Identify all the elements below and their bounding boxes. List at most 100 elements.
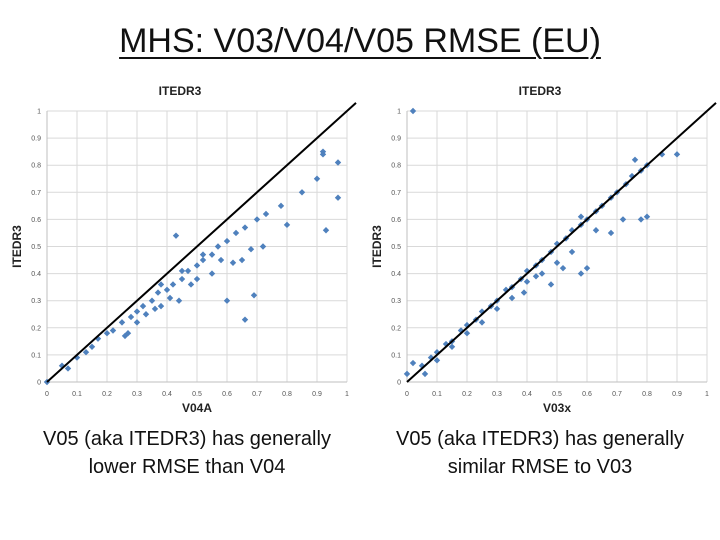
data-point xyxy=(334,194,342,201)
data-point xyxy=(559,264,567,272)
data-point xyxy=(583,264,591,272)
data-point xyxy=(553,259,561,266)
chart-title: ITEDR3 xyxy=(159,84,202,98)
data-point xyxy=(217,256,225,264)
data-point xyxy=(427,354,435,361)
data-point xyxy=(64,365,72,372)
reference-line xyxy=(46,102,357,383)
x-tick-label: 0 xyxy=(45,391,49,398)
data-point xyxy=(193,275,201,283)
x-tick-label: 0.9 xyxy=(672,391,682,398)
data-point xyxy=(199,251,207,258)
data-point xyxy=(157,281,165,288)
slide-title: MHS: V03/V04/V05 RMSE (EU) xyxy=(0,22,720,61)
y-tick-label: 0.7 xyxy=(31,190,41,197)
data-point xyxy=(433,348,441,356)
x-tick-label: 0.9 xyxy=(312,391,322,398)
data-point xyxy=(175,297,183,304)
y-tick-label: 0.4 xyxy=(31,271,41,278)
data-point xyxy=(214,243,222,250)
y-tick-label: 0.6 xyxy=(31,217,41,224)
data-point xyxy=(151,305,159,313)
x-axis-label: V04A xyxy=(182,401,212,415)
y-tick-label: 0.8 xyxy=(391,163,401,170)
data-point xyxy=(223,237,231,245)
x-tick-label: 0.3 xyxy=(492,391,502,398)
data-point xyxy=(631,156,639,163)
y-tick-label: 0.5 xyxy=(391,244,401,251)
y-tick-label: 0.9 xyxy=(31,136,41,143)
data-point xyxy=(238,256,246,264)
data-point xyxy=(421,370,429,378)
y-axis-label: ITEDR3 xyxy=(370,225,384,268)
data-point xyxy=(277,202,285,210)
data-point xyxy=(166,294,174,302)
x-tick-label: 0 xyxy=(405,391,409,398)
data-point xyxy=(178,275,186,283)
data-point xyxy=(169,281,177,288)
y-tick-label: 0.2 xyxy=(31,325,41,332)
y-tick-label: 0.2 xyxy=(391,325,401,332)
y-tick-label: 0.1 xyxy=(31,352,41,359)
data-point xyxy=(523,278,531,285)
y-tick-label: 0.4 xyxy=(391,271,401,278)
x-tick-label: 0.4 xyxy=(522,391,532,398)
data-point xyxy=(478,319,486,326)
x-tick-label: 0.2 xyxy=(102,391,112,398)
data-point xyxy=(409,107,417,115)
data-point xyxy=(643,213,651,220)
y-tick-label: 0.7 xyxy=(391,190,401,197)
data-point xyxy=(409,359,417,367)
y-axis-label: ITEDR3 xyxy=(10,225,24,268)
x-tick-label: 0.3 xyxy=(132,391,142,398)
y-tick-label: 0.5 xyxy=(31,244,41,251)
y-tick-label: 0 xyxy=(397,380,401,387)
scatter-chart-right-svg: 0 0.1 0.2 0.3 0.4 0.5 0.6 0.7 0.8 0.9 1 0 0.1 0.2 0.3 0… xyxy=(370,84,717,415)
data-point xyxy=(553,240,561,247)
data-point xyxy=(229,259,237,266)
data-point xyxy=(313,175,321,182)
x-tick-label: 0.5 xyxy=(552,391,562,398)
x-axis-label: V03x xyxy=(543,401,571,415)
reference-line xyxy=(406,102,717,383)
data-point xyxy=(133,319,141,326)
caption-right: V05 (aka ITEDR3) has generally similar R… xyxy=(396,428,684,478)
data-point xyxy=(259,243,267,250)
data-point xyxy=(403,370,411,378)
x-tick-label: 0.7 xyxy=(252,391,262,398)
data-point xyxy=(184,267,192,275)
data-point xyxy=(208,251,216,258)
data-point xyxy=(139,302,147,310)
data-point xyxy=(508,294,516,302)
data-point xyxy=(592,227,600,234)
x-tick-label: 1 xyxy=(705,391,709,398)
data-point xyxy=(253,216,261,223)
data-point xyxy=(82,348,90,356)
data-point xyxy=(493,305,501,313)
x-tick-label: 0.4 xyxy=(162,391,172,398)
data-point xyxy=(532,273,540,280)
data-point xyxy=(418,362,426,369)
data-point xyxy=(607,229,615,237)
y-tick-label: 1 xyxy=(37,109,41,116)
data-point xyxy=(250,292,258,299)
chart-title: ITEDR3 xyxy=(519,84,562,98)
data-point xyxy=(448,343,456,350)
data-point xyxy=(241,224,249,231)
caption-left: V05 (aka ITEDR3) has generally lower RMS… xyxy=(43,428,331,478)
x-tick-label: 0.1 xyxy=(432,391,442,398)
scatter-chart-left-svg: 0 0.1 0.2 0.3 0.4 0.5 0.6 0.7 0.8 0.9 1 0 0.1 0.2 0.3 0… xyxy=(10,84,357,415)
y-tick-label: 0.1 xyxy=(391,352,401,359)
data-point xyxy=(322,227,330,234)
data-point xyxy=(538,270,546,277)
x-tick-label: 0.7 xyxy=(612,391,622,398)
x-tick-label: 0.2 xyxy=(462,391,472,398)
slide-title-text: MHS: V03/V04/V05 RMSE (EU) xyxy=(119,22,601,60)
data-point xyxy=(103,330,111,337)
data-point xyxy=(208,270,216,277)
data-point xyxy=(463,330,471,337)
data-point xyxy=(178,267,186,275)
data-point xyxy=(319,151,327,158)
x-tick-label: 0.6 xyxy=(582,391,592,398)
data-point xyxy=(619,216,627,223)
